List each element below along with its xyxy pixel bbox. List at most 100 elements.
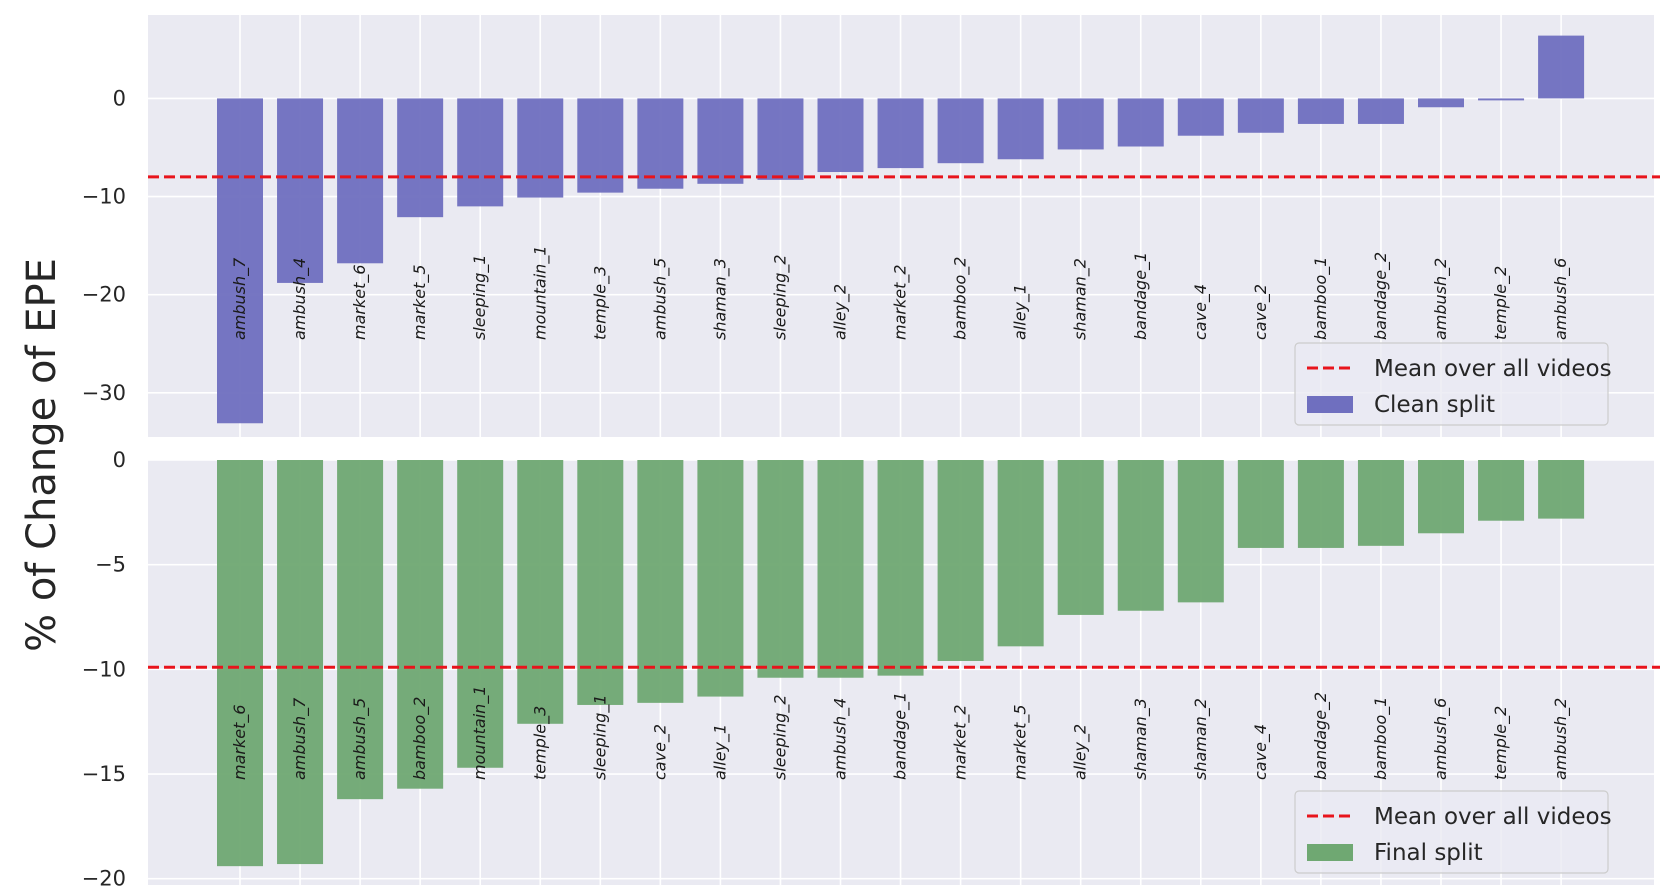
final-ytick-label: −5 [95, 553, 126, 577]
final-ytick-label: −10 [82, 657, 126, 681]
final-bar-market_2 [937, 460, 984, 661]
clean-category-label: alley_2 [831, 284, 851, 340]
final-bar-bamboo_1 [1357, 460, 1404, 546]
final-category-label: ambush_6 [1431, 698, 1451, 780]
clean-ytick-label: −10 [82, 185, 126, 209]
final-category-label: bamboo_2 [410, 697, 430, 780]
clean-bar-market_6 [337, 98, 384, 264]
clean-bar-alley_2 [817, 98, 864, 173]
clean-bar-bamboo_2 [937, 98, 984, 164]
y-axis-label: % of Change of EPE [19, 258, 65, 652]
final-category-label: cave_2 [650, 724, 670, 780]
final-category-label: ambush_7 [290, 697, 310, 780]
final-category-label: temple_2 [1491, 706, 1511, 780]
final-bar-temple_3 [517, 460, 564, 724]
final-legend-mean-label: Mean over all videos [1374, 804, 1612, 830]
clean-bar-bandage_1 [1117, 98, 1164, 147]
final-bar-market_5 [997, 460, 1044, 647]
final-legend-box [1294, 790, 1609, 874]
final-bar-bandage_1 [877, 460, 924, 676]
final-bar-market_6 [217, 460, 263, 867]
clean-category-label: ambush_5 [650, 258, 670, 340]
final-bar-ambush_6 [1418, 460, 1464, 534]
clean-bar-market_5 [397, 98, 444, 218]
clean-category-label: temple_3 [590, 266, 610, 340]
final-category-label: market_5 [1011, 704, 1031, 780]
clean-category-label: ambush_4 [290, 258, 310, 340]
final-category-label: sleeping_2 [770, 694, 790, 780]
final-bar-cave_2 [637, 460, 684, 703]
clean-bar-market_2 [877, 98, 924, 169]
final-category-label: alley_2 [1071, 724, 1091, 780]
final-ytick-label: 0 [113, 448, 126, 472]
clean-legend-box [1294, 342, 1609, 426]
clean-ytick-label: −30 [82, 381, 126, 405]
final-category-label: shaman_3 [1131, 698, 1151, 780]
final-category-label: market_2 [951, 704, 971, 780]
final-bar-ambush_4 [817, 460, 864, 678]
clean-category-label: market_6 [350, 264, 370, 340]
clean-category-label: alley_1 [1011, 284, 1031, 340]
final-bar-shaman_2 [1177, 460, 1224, 603]
final-bar-ambush_2 [1538, 460, 1585, 519]
clean-category-label: ambush_7 [230, 257, 250, 340]
clean-category-label: shaman_3 [710, 258, 730, 340]
final-category-label: bandage_2 [1311, 692, 1331, 780]
final-legend-bar-label: Final split [1374, 840, 1483, 866]
clean-category-label: temple_2 [1491, 266, 1511, 340]
clean-category-label: sleeping_2 [770, 254, 790, 340]
clean-bar-shaman_3 [697, 98, 744, 184]
clean-bar-temple_3 [577, 98, 624, 193]
clean-bar-shaman_2 [1057, 98, 1104, 150]
final-ytick-label: −15 [82, 762, 126, 786]
final-bar-alley_1 [697, 460, 744, 697]
final-bar-mountain_1 [457, 460, 504, 768]
clean-bar-ambush_6 [1538, 35, 1585, 99]
clean-category-label: bandage_2 [1371, 252, 1391, 340]
final-category-label: sleeping_1 [590, 694, 610, 780]
clean-legend: Mean over all videos Clean split [1294, 342, 1612, 426]
final-category-label: temple_3 [530, 706, 550, 780]
clean-legend-mean-label: Mean over all videos [1374, 356, 1612, 382]
clean-bar-bamboo_1 [1297, 98, 1344, 124]
final-category-label: shaman_2 [1191, 698, 1211, 780]
clean-category-label: bamboo_2 [951, 257, 971, 340]
clean-ytick-label: 0 [113, 86, 126, 110]
clean-bar-mountain_1 [517, 98, 564, 198]
clean-legend-bar-swatch [1307, 396, 1353, 413]
final-bar-sleeping_2 [757, 460, 804, 678]
clean-split-panel: ambush_7 ambush_4 market_6 market_5 sleeping… [82, 15, 1660, 437]
clean-bar-temple_2 [1478, 98, 1525, 101]
final-split-panel: market_6 ambush_7 ambush_5 bamboo_2 mountain… [82, 448, 1660, 891]
clean-bar-bandage_2 [1357, 98, 1404, 124]
clean-bar-ambush_2 [1418, 98, 1464, 108]
final-bar-bamboo_2 [397, 460, 444, 789]
clean-category-label: sleeping_1 [470, 254, 490, 340]
clean-legend-bar-label: Clean split [1374, 392, 1495, 418]
clean-ytick-label: −20 [82, 283, 126, 307]
clean-category-label: bandage_1 [1131, 252, 1151, 340]
final-bar-temple_2 [1478, 460, 1525, 521]
final-bar-cave_4 [1237, 460, 1284, 548]
final-category-label: cave_4 [1251, 724, 1271, 780]
clean-category-label: bamboo_1 [1311, 257, 1331, 340]
final-category-label: bamboo_1 [1371, 697, 1391, 780]
clean-category-label: market_2 [891, 264, 911, 340]
final-bar-ambush_5 [337, 460, 384, 800]
clean-bar-sleeping_2 [757, 98, 804, 180]
final-category-label: mountain_1 [470, 686, 490, 781]
clean-bar-alley_1 [997, 98, 1044, 160]
clean-bar-cave_2 [1237, 98, 1284, 133]
final-legend: Mean over all videos Final split [1294, 790, 1612, 874]
clean-bar-ambush_5 [637, 98, 684, 189]
clean-category-label: market_5 [410, 264, 430, 340]
final-ytick-label: −20 [82, 867, 126, 891]
final-category-label: market_6 [230, 704, 250, 780]
final-bar-bandage_2 [1297, 460, 1344, 548]
final-category-label: ambush_2 [1551, 698, 1571, 780]
final-category-label: bandage_1 [891, 692, 911, 780]
final-category-label: ambush_5 [350, 698, 370, 780]
clean-bar-ambush_4 [277, 98, 324, 283]
clean-bar-cave_4 [1177, 98, 1224, 136]
